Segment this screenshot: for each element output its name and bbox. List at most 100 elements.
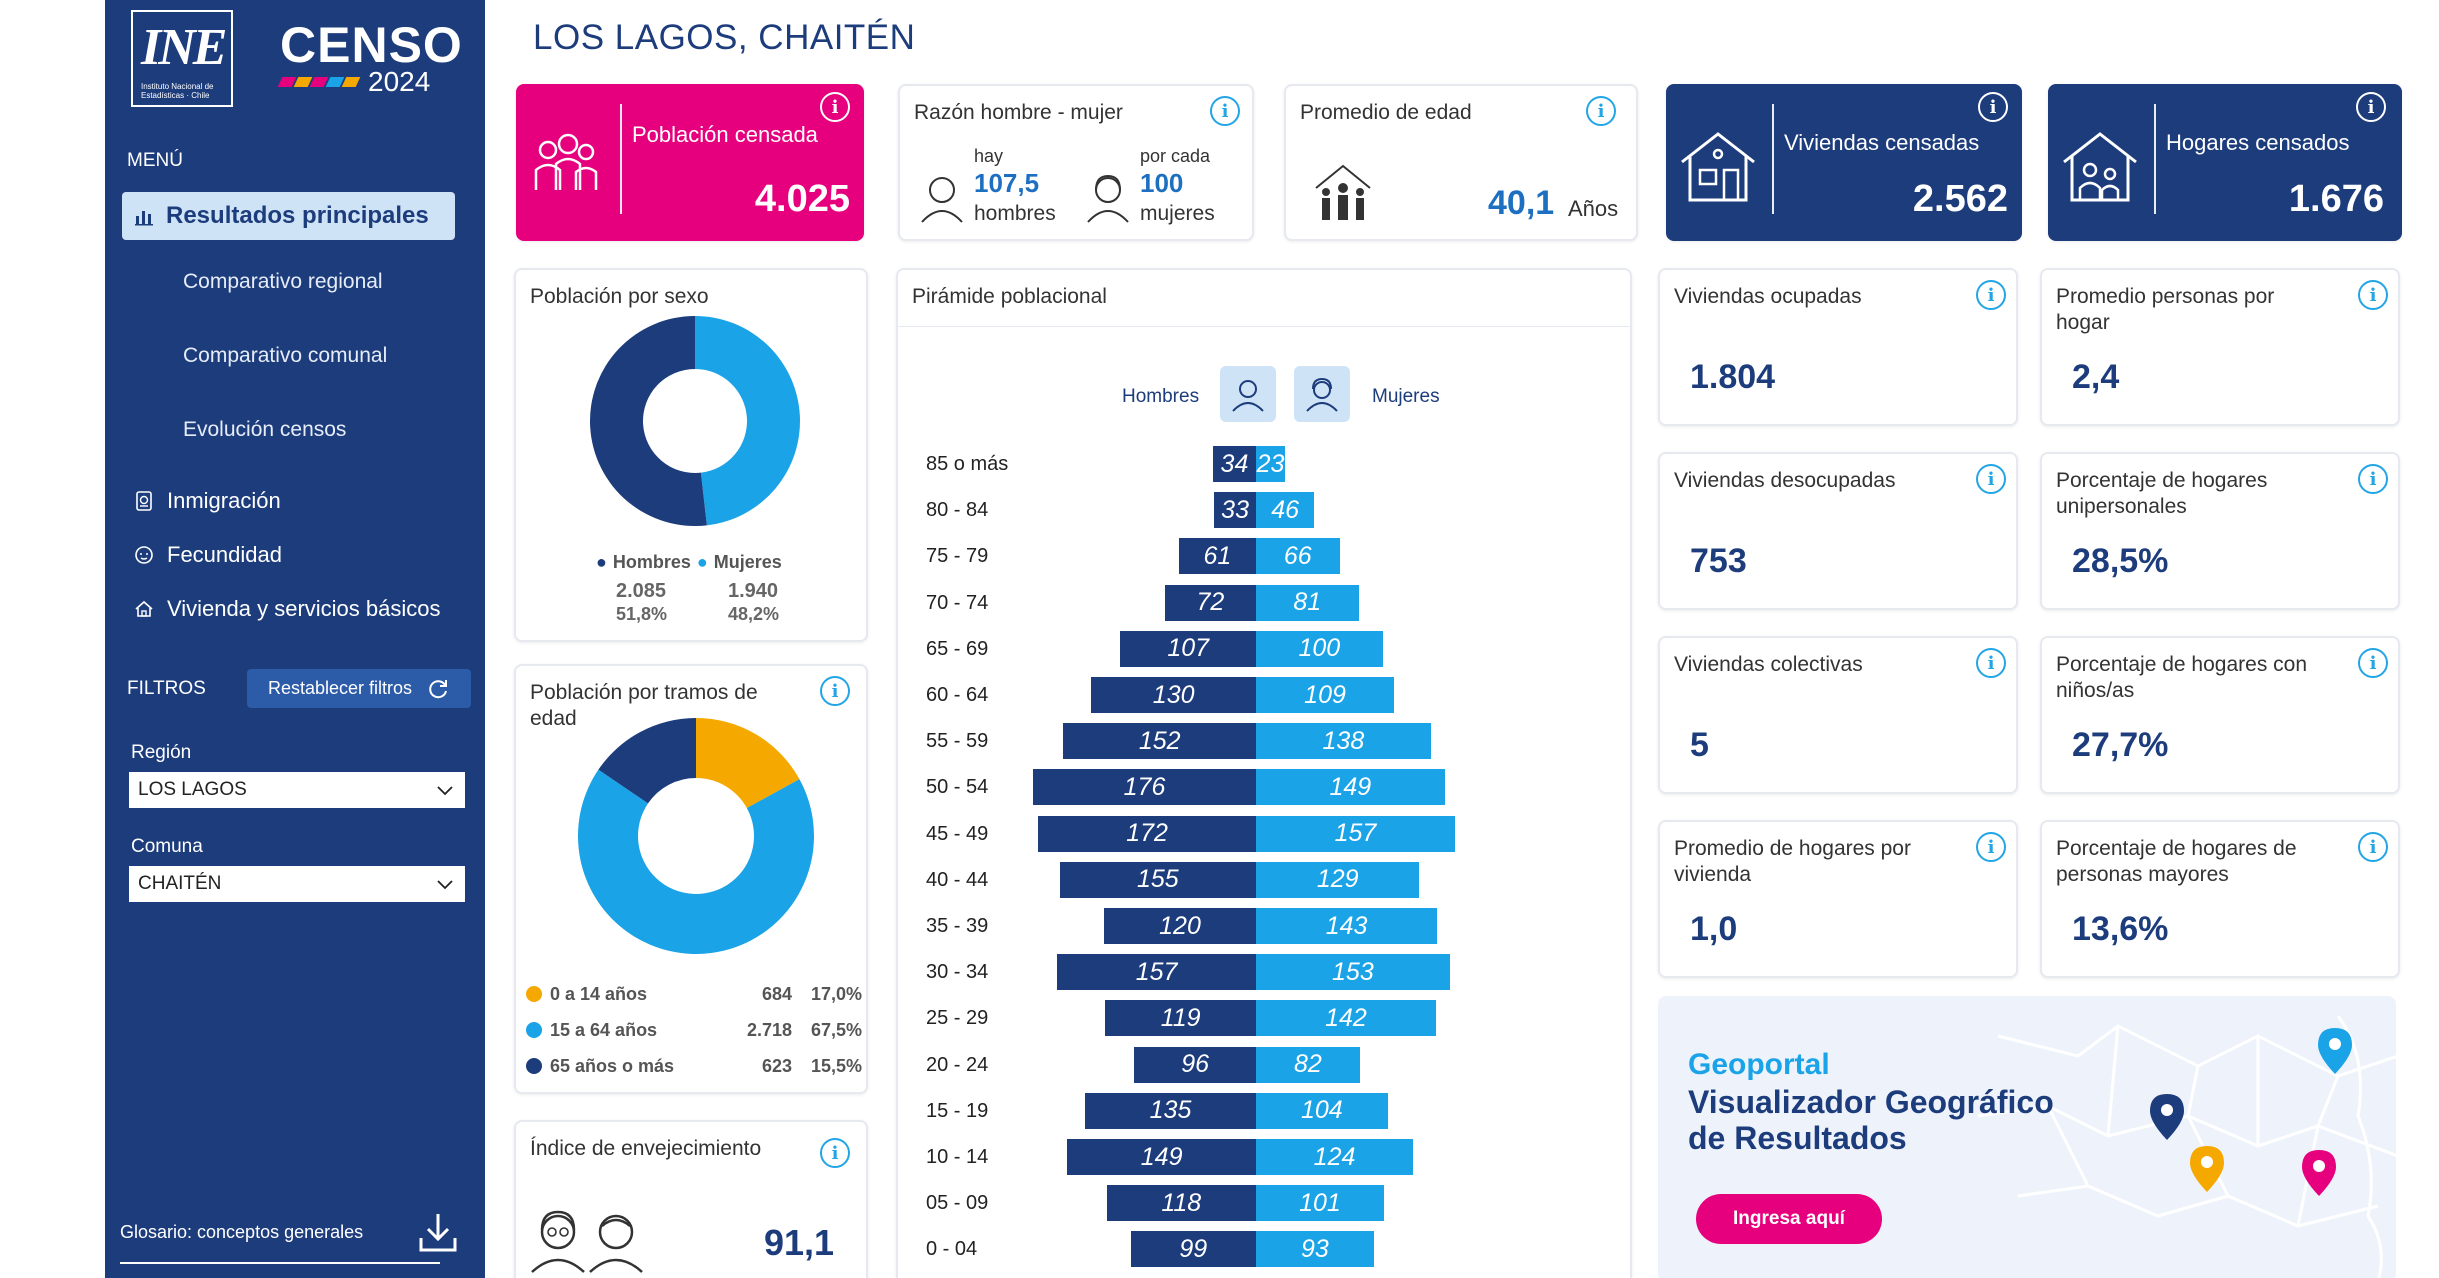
menu-item-label: Vivienda y servicios básicos [167,596,441,621]
pyramid-bar-hombres[interactable]: 72 [1164,584,1256,621]
info-icon[interactable]: i [2358,648,2388,678]
legend-dot [526,986,542,1002]
pyramid-bar-hombres[interactable]: 34 [1212,446,1256,482]
stat-card-title: Viviendas ocupadas [1674,285,1862,308]
piramide-title: Pirámide poblacional [912,285,1107,308]
pyramid-bar-mujeres[interactable]: 129 [1256,861,1420,898]
stat-card-title: Porcentaje de hogares con niños/as [2056,653,2308,702]
pyramid-bar-hombres[interactable]: 155 [1059,861,1256,898]
pyramid-bar-hombres[interactable]: 107 [1120,630,1256,667]
info-icon[interactable]: i [2358,832,2388,862]
page-title: LOS LAGOS, CHAITÉN [533,18,916,57]
pyramid-bar-mujeres[interactable]: 124 [1256,1139,1414,1175]
donut-slice-hombres[interactable] [590,316,707,526]
tramos-legend-pct: 17,0% [810,984,862,1004]
pyramid-bar-mujeres[interactable]: 157 [1256,815,1455,852]
menu-item-resultados-principales[interactable]: Resultados principales [122,192,455,240]
info-icon[interactable]: i [2356,92,2386,122]
info-icon[interactable]: i [820,676,850,706]
pyramid-bar-hombres[interactable]: 96 [1134,1046,1256,1083]
legend-dot [526,1058,542,1074]
stat-card-value: 13,6% [2072,910,2169,948]
stat-card: Viviendas colectivas i 5 [1658,636,2018,794]
info-icon[interactable]: i [1976,648,2006,678]
reset-filters-button[interactable]: Restablecer filtros [247,669,471,708]
pyramid-bar-mujeres[interactable]: 138 [1256,723,1431,760]
pyramid-bar-hombres[interactable]: 120 [1104,908,1256,944]
tramos-legend-value: 623 [761,1056,792,1076]
pyramid-bar-hombres[interactable]: 33 [1214,492,1256,529]
pyramid-bar-hombres[interactable]: 119 [1105,1000,1256,1037]
submenu-comparativo-comunal[interactable]: Comparativo comunal [183,344,388,367]
piramide-header-divider [898,326,1630,327]
pyramid-bar-hombres[interactable]: 135 [1085,1092,1256,1129]
pyramid-bar-hombres[interactable]: 118 [1106,1185,1256,1222]
stat-card: Promedio de hogares por vivienda i 1,0 [1658,820,2018,978]
pyramid-bar-hombres[interactable]: 130 [1091,677,1256,713]
info-icon[interactable]: i [820,92,850,122]
pyramid-bar-mujeres[interactable]: 82 [1256,1046,1360,1083]
pyramid-bar-mujeres[interactable]: 142 [1256,1000,1436,1037]
man-avatar-icon [921,177,963,223]
info-icon[interactable]: i [1976,464,2006,494]
pyramid-bar-mujeres[interactable]: 149 [1256,769,1445,806]
stat-card: Promedio personas por hogar i 2,4 [2040,268,2400,426]
info-icon[interactable]: i [2358,464,2388,494]
menu-item-vivienda[interactable]: Vivienda y servicios básicos [133,596,441,622]
region-select[interactable]: LOS LAGOS [129,772,465,808]
household-icon [2063,132,2137,202]
pyramid-bar-mujeres[interactable]: 100 [1256,630,1383,667]
submenu-evolucion-censos[interactable]: Evolución censos [183,418,347,441]
donut-slice-tramo-2[interactable] [598,718,696,804]
info-icon[interactable]: i [1976,280,2006,310]
tramos-legend-value: 2.718 [746,1020,792,1040]
stat-card-value: 753 [1690,542,1747,580]
pyramid-bar-hombres[interactable]: 176 [1033,769,1256,806]
pyramid-bar-hombres[interactable]: 172 [1038,815,1256,852]
ine-logo[interactable]: INE Instituto Nacional de Estadísticas ·… [131,10,233,107]
pyramid-age-label: 45 - 49 [926,822,989,845]
info-icon[interactable]: i [1586,96,1616,126]
glosario-link[interactable]: Glosario: conceptos generales [120,1222,364,1242]
pyramid-bar-mujeres[interactable]: 101 [1256,1185,1384,1222]
pyramid-bar-mujeres[interactable]: 66 [1256,538,1340,575]
sexo-title: Población por sexo [530,285,709,308]
woman-avatar-icon [1087,174,1129,223]
pyramid-bar-mujeres[interactable]: 109 [1256,677,1395,713]
info-icon[interactable]: i [1978,92,2008,122]
pyramid-bar-mujeres[interactable]: 93 [1256,1231,1374,1268]
stat-card-value: 27,7% [2072,726,2169,764]
geoportal-banner[interactable]: Geoportal Visualizador Geográfico de Res… [1658,996,2396,1278]
pyramid-bar-mujeres[interactable]: 46 [1256,492,1315,529]
info-icon[interactable]: i [1976,832,2006,862]
pyramid-bar-mujeres[interactable]: 81 [1256,584,1359,621]
geoportal-enter-button[interactable]: Ingresa aquí [1696,1194,1882,1244]
tramos-legend-label: 15 a 64 años [550,1020,658,1040]
pyramid-bar-hombres[interactable]: 99 [1130,1231,1256,1268]
menu-title: MENÚ [127,150,183,171]
info-icon[interactable]: i [820,1138,850,1168]
tramos-legend-pct: 67,5% [810,1020,862,1040]
pyramid-bar-mujeres[interactable]: 23 [1256,446,1286,482]
comuna-select[interactable]: CHAITÉN [129,866,465,902]
pyramid-bar-hombres[interactable]: 152 [1063,723,1256,760]
donut-slice-tramo-1[interactable] [578,769,814,954]
menu-item-inmigracion[interactable]: Inmigración [133,488,281,514]
download-icon[interactable] [417,1210,459,1254]
info-icon[interactable]: i [1210,96,1240,126]
info-icon[interactable]: i [2358,280,2388,310]
pyramid-bar-mujeres[interactable]: 104 [1256,1092,1388,1129]
pyramid-age-label: 40 - 44 [926,868,989,891]
pyramid-bar-mujeres[interactable]: 153 [1256,954,1450,991]
ine-logo-text: INE [141,19,228,76]
submenu-comparativo-regional[interactable]: Comparativo regional [183,270,383,293]
pyramid-bar-hombres[interactable]: 61 [1178,538,1256,575]
menu-item-fecundidad[interactable]: Fecundidad [133,542,282,568]
pyramid-bar-hombres[interactable]: 157 [1057,954,1256,991]
legend-hombres: Hombres [612,552,691,572]
pyramid-bar-mujeres[interactable]: 143 [1256,908,1438,944]
donut-slice-tramo-0[interactable] [696,718,800,809]
geoportal-subtitle: Visualizador Geográfico de Resultados [1688,1084,2054,1156]
donut-slice-mujeres[interactable] [695,316,800,526]
pyramid-bar-hombres[interactable]: 149 [1067,1139,1256,1175]
